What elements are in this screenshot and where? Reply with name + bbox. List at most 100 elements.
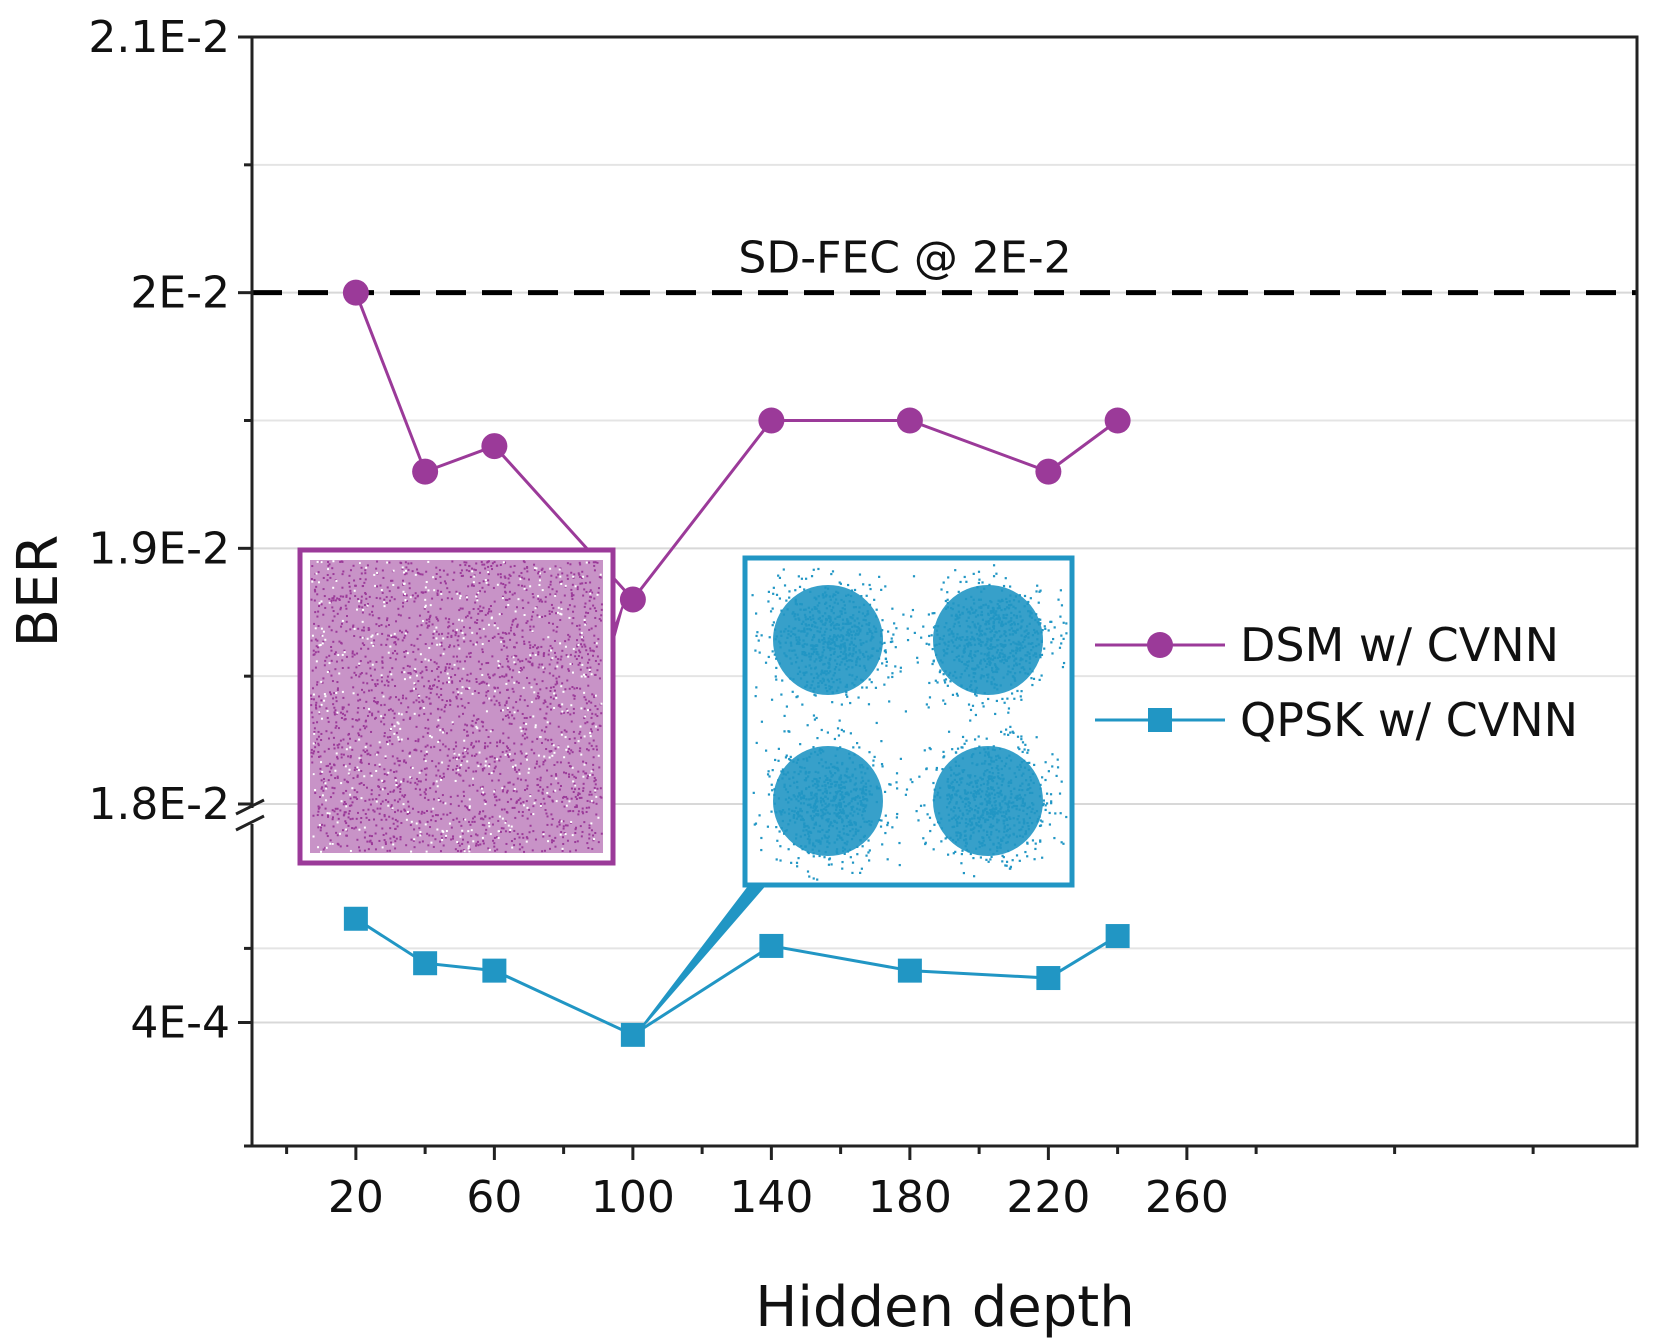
- constellation-gap: [532, 715, 535, 718]
- constellation-dot: [851, 775, 854, 778]
- y-tick-label: 2.1E-2: [88, 12, 230, 63]
- constellation-dot: [880, 588, 883, 591]
- constellation-dot: [587, 612, 590, 615]
- constellation-dot: [423, 811, 426, 814]
- constellation-dot: [342, 803, 345, 806]
- constellation-dot: [388, 849, 391, 852]
- constellation-dot: [967, 643, 970, 646]
- constellation-dot: [462, 849, 465, 852]
- constellation-dot: [850, 640, 853, 643]
- constellation-gap: [419, 834, 422, 837]
- constellation-dot: [804, 685, 807, 689]
- constellation-dot: [824, 586, 827, 589]
- constellation-dot: [957, 789, 960, 792]
- constellation-dot: [378, 839, 381, 842]
- constellation-dot: [880, 633, 883, 636]
- constellation-dot: [510, 798, 513, 801]
- constellation-dot: [370, 730, 373, 733]
- constellation-dot: [803, 650, 806, 654]
- constellation-dot: [489, 605, 492, 608]
- constellation-dot: [839, 582, 842, 585]
- constellation-dot: [993, 612, 996, 615]
- constellation-dot: [393, 789, 396, 792]
- constellation-dot: [818, 761, 821, 765]
- constellation-dot: [399, 838, 402, 841]
- constellation-dot: [854, 798, 857, 801]
- constellation-gap: [600, 702, 603, 705]
- constellation-dot: [501, 595, 504, 598]
- constellation-dot: [468, 652, 471, 655]
- constellation-gap: [488, 697, 491, 700]
- constellation-dot: [814, 694, 817, 697]
- constellation-dot: [990, 833, 993, 836]
- constellation-dot: [1027, 828, 1030, 831]
- constellation-dot: [997, 599, 1000, 602]
- constellation-dot: [966, 782, 969, 785]
- constellation-dot: [1014, 607, 1017, 610]
- constellation-gap: [424, 604, 427, 607]
- constellation-dot: [452, 818, 455, 821]
- constellation-dot: [455, 772, 458, 775]
- constellation-dot: [840, 661, 843, 664]
- constellation-dot: [520, 778, 523, 781]
- constellation-dot: [569, 713, 572, 716]
- constellation-dot: [395, 636, 398, 639]
- constellation-dot: [550, 738, 553, 741]
- constellation-dot: [336, 756, 339, 759]
- constellation-dot: [993, 793, 997, 796]
- constellation-dot: [792, 794, 795, 797]
- constellation-dot: [832, 606, 835, 609]
- constellation-dot: [367, 647, 370, 650]
- constellation-dot: [1026, 807, 1029, 810]
- constellation-dot: [1020, 738, 1023, 741]
- constellation-dot: [811, 848, 814, 851]
- constellation-dot: [1009, 594, 1012, 597]
- constellation-dot: [815, 652, 818, 656]
- constellation-dot: [784, 830, 787, 833]
- constellation-dot: [946, 591, 949, 594]
- constellation-dot: [543, 570, 546, 573]
- constellation-dot: [381, 666, 384, 669]
- constellation-dot: [469, 655, 472, 658]
- constellation-gap: [482, 791, 485, 794]
- constellation-gap: [376, 633, 379, 636]
- constellation-gap: [381, 779, 384, 782]
- constellation-dot: [470, 724, 473, 727]
- constellation-dot: [373, 700, 376, 703]
- constellation-dot: [561, 800, 564, 803]
- constellation-dot: [570, 765, 573, 768]
- constellation-dot: [437, 696, 440, 699]
- constellation-dot: [850, 659, 854, 663]
- constellation-gap: [477, 765, 480, 768]
- constellation-dot: [775, 593, 779, 596]
- constellation-dot: [378, 812, 381, 815]
- constellation-gap: [401, 566, 404, 569]
- constellation-dot: [1053, 836, 1056, 840]
- constellation-gap: [457, 618, 460, 621]
- constellation-dot: [410, 776, 413, 779]
- constellation-dot: [518, 848, 521, 851]
- constellation-dot: [401, 605, 404, 608]
- constellation-dot: [336, 688, 339, 691]
- constellation-dot: [345, 595, 348, 598]
- constellation-dot: [585, 748, 588, 751]
- constellation-dot: [314, 791, 317, 794]
- constellation-dot: [816, 878, 819, 881]
- constellation-dot: [841, 867, 844, 870]
- constellation-dot: [855, 632, 858, 635]
- constellation-dot: [982, 658, 986, 661]
- constellation-dot: [378, 785, 381, 788]
- constellation-dot: [578, 628, 581, 631]
- constellation-dot: [800, 577, 804, 580]
- constellation-dot: [362, 783, 365, 786]
- constellation-dot: [913, 631, 916, 635]
- constellation-dot: [499, 564, 502, 567]
- constellation-gap: [589, 731, 592, 734]
- constellation-dot: [854, 633, 857, 637]
- constellation-dot: [847, 654, 850, 657]
- constellation-dot: [418, 701, 421, 704]
- constellation-gap: [555, 777, 558, 780]
- constellation-dot: [862, 803, 865, 807]
- constellation-dot: [488, 676, 491, 679]
- constellation-dot: [865, 669, 868, 672]
